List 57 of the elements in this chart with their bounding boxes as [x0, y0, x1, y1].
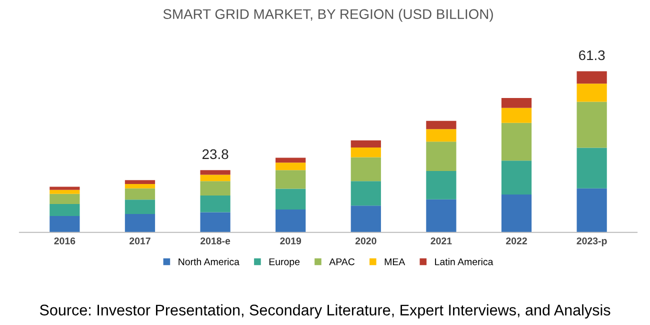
bar [124, 214, 156, 232]
bar [426, 199, 456, 232]
bar [576, 188, 607, 232]
bar [501, 194, 532, 232]
x-tick-label: 2020 [355, 237, 376, 244]
x-tick-label: 2023-p [576, 237, 607, 246]
bar [350, 147, 381, 158]
legend-label: MEA [384, 258, 406, 266]
legend-label: APAC [329, 258, 355, 266]
bar [50, 194, 80, 204]
bar [200, 174, 230, 182]
legend-label: Latin America [435, 258, 494, 266]
bar [576, 84, 607, 102]
bar [124, 200, 156, 214]
x-tick-label: 2018-e [200, 237, 230, 244]
bar [276, 209, 306, 232]
bar [276, 158, 306, 163]
bar [501, 108, 532, 123]
bar [426, 120, 456, 130]
x-tick-label: 2016 [54, 237, 76, 244]
bar [350, 206, 381, 232]
bar [501, 98, 532, 108]
x-tick-label: 2022 [506, 237, 527, 244]
bar [501, 122, 532, 161]
bar [200, 170, 230, 175]
bar [276, 170, 306, 189]
bar [501, 160, 532, 195]
bar [50, 186, 80, 190]
bar [426, 129, 456, 142]
bar [350, 157, 381, 182]
legend-label: Europe [269, 258, 300, 268]
bar [200, 181, 230, 196]
bar [350, 181, 381, 206]
bar [276, 188, 306, 210]
chart-title: SMART GRID MARKET, BY REGION (USD BILLION) [163, 8, 493, 22]
bar [576, 102, 607, 148]
x-tick-label: 2021 [430, 237, 452, 244]
bar [200, 195, 230, 212]
x-tick-label: 2017 [130, 237, 150, 244]
legend-label: North America [178, 258, 240, 266]
source-note: Source: Investor Presentation, Secondary Literature, Expert Interviews, and Analysis [40, 304, 610, 318]
bar [124, 184, 156, 188]
bar [50, 190, 80, 194]
bar [50, 216, 80, 232]
annotation: 23.8 [202, 149, 228, 160]
bar [124, 180, 156, 184]
bar [576, 148, 607, 188]
bar [576, 71, 607, 84]
bar [276, 162, 306, 170]
bar [200, 212, 230, 232]
bar [426, 142, 456, 171]
x-tick-label: 2019 [280, 237, 302, 244]
annotation: 61.3 [579, 50, 605, 60]
bar [426, 170, 456, 200]
bar [350, 140, 381, 148]
bar [124, 188, 156, 200]
bar [50, 204, 80, 216]
